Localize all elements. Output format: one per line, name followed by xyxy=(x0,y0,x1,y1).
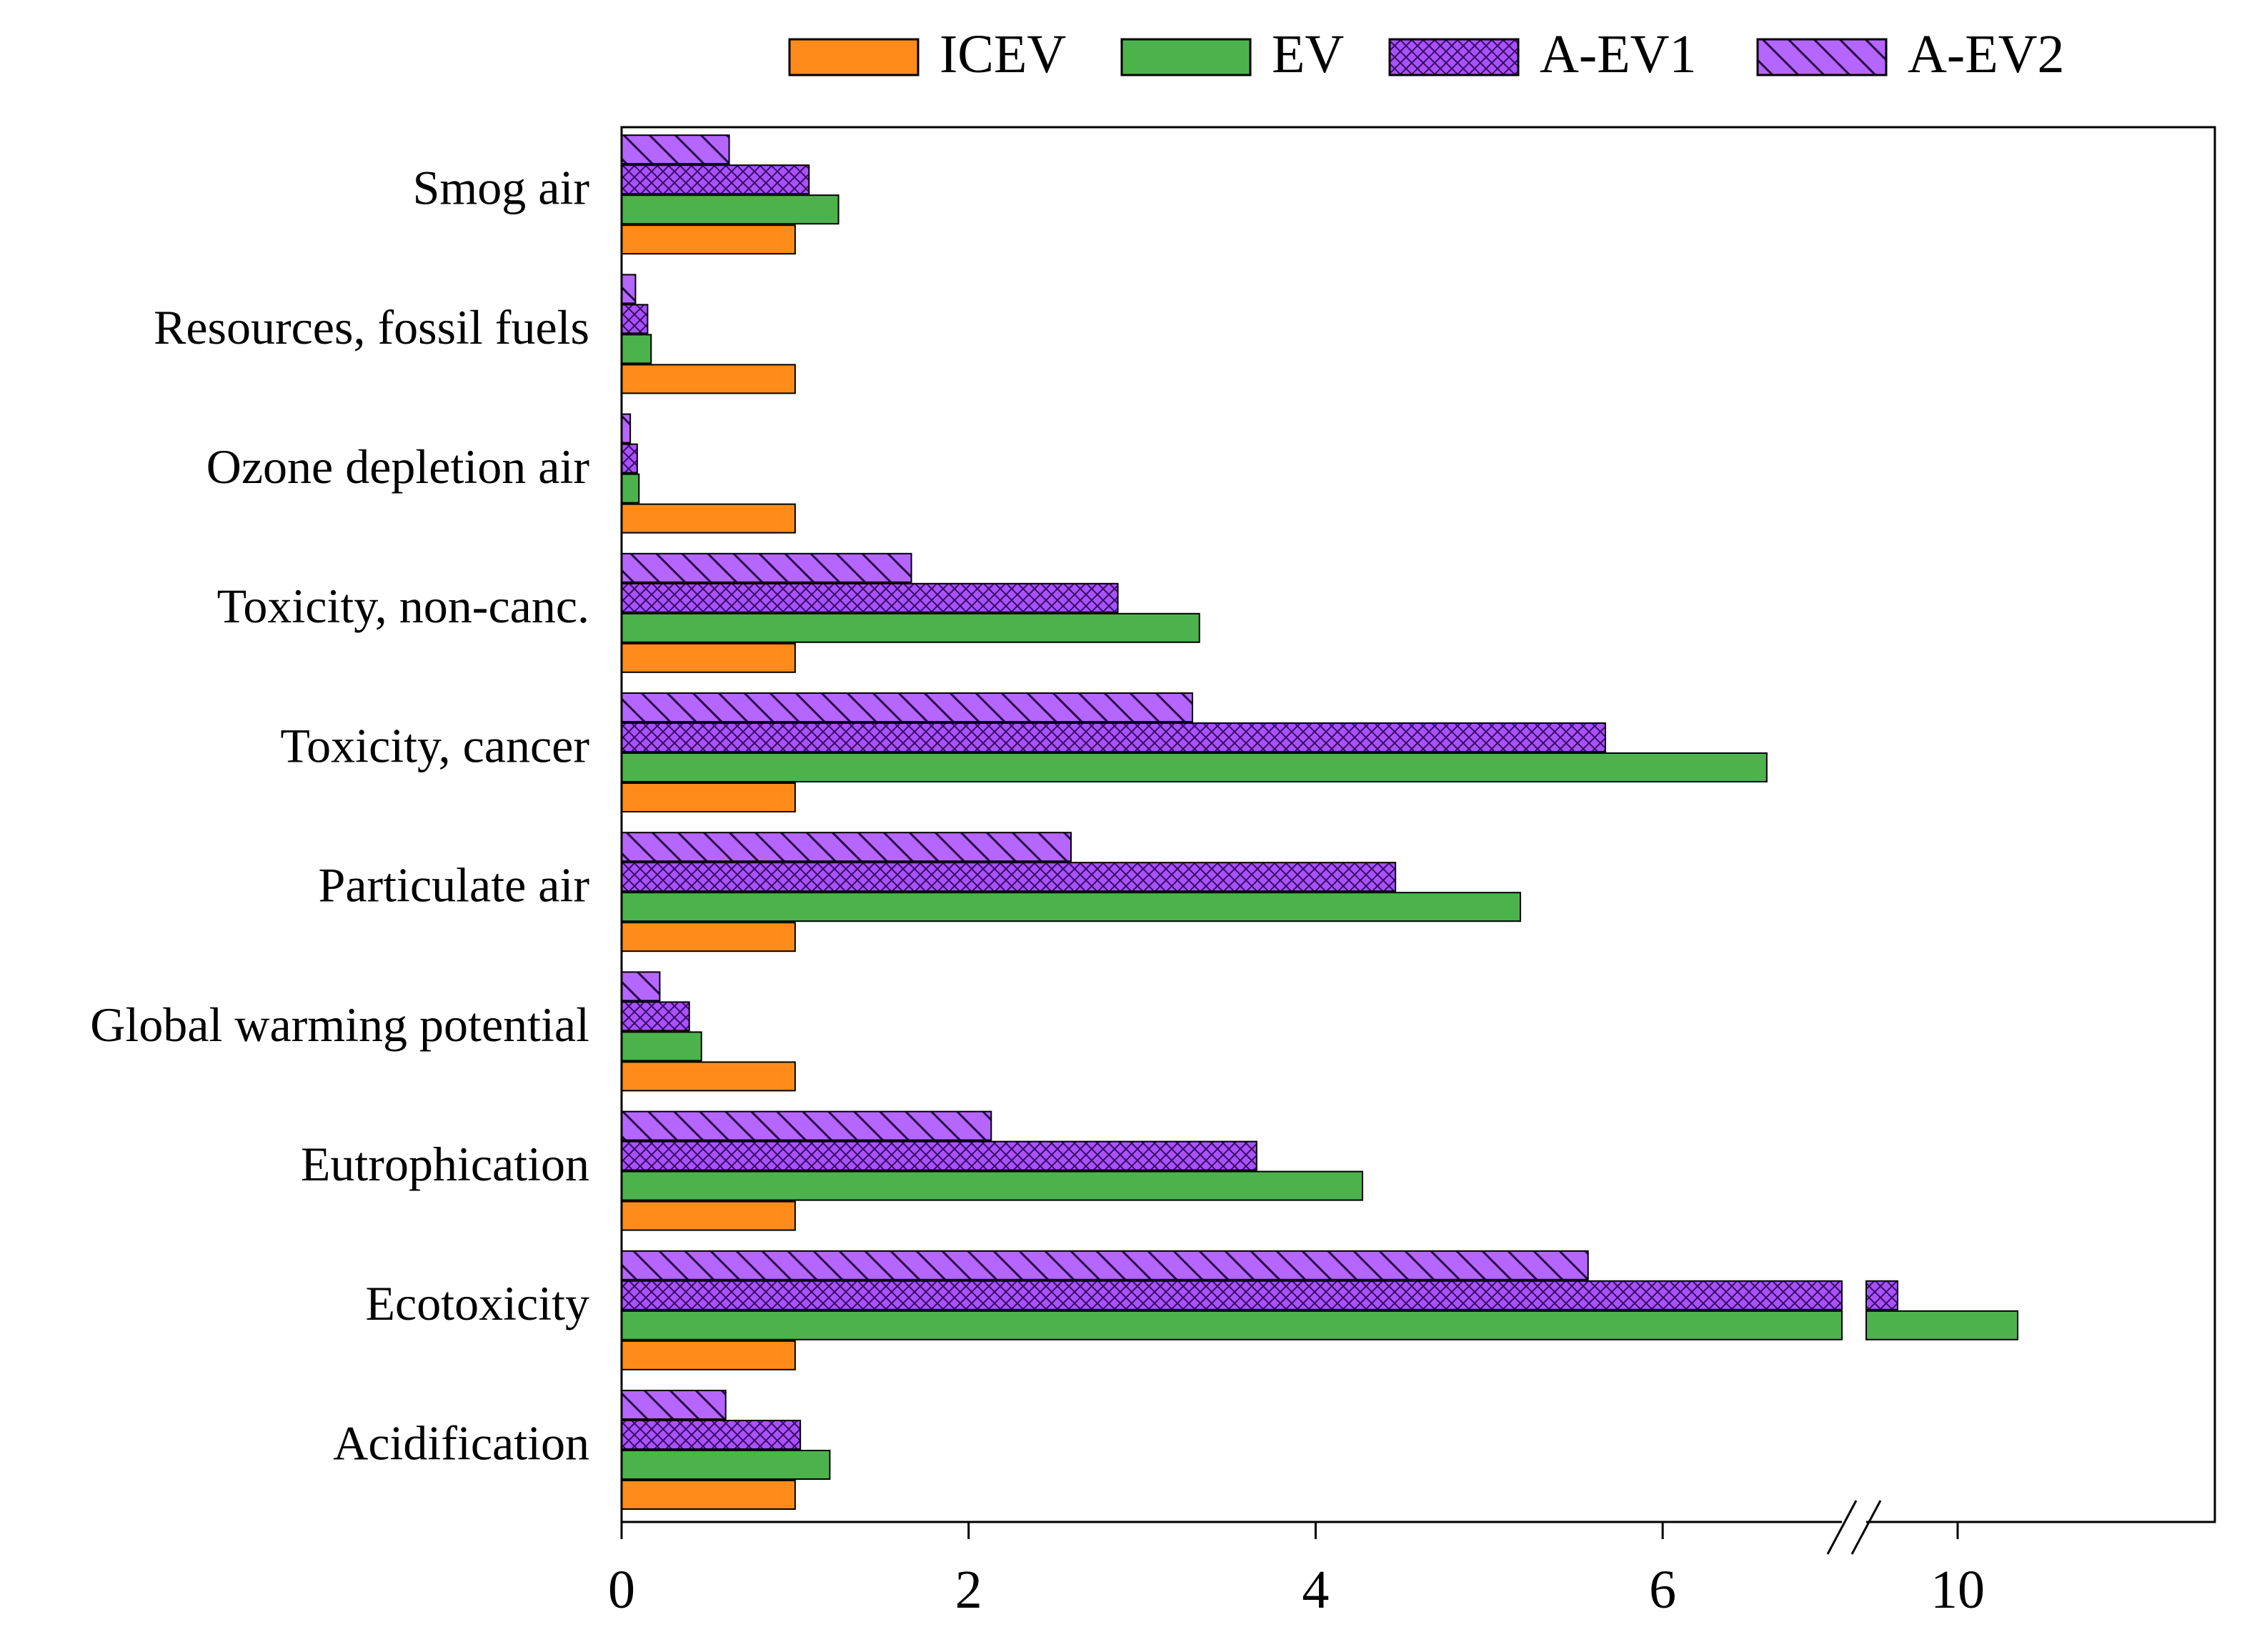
bar-ecotoxicity-a-ev2 xyxy=(621,1250,1589,1280)
category-label-smog-air: Smog air xyxy=(413,161,590,215)
bar-smog-air-a-ev2 xyxy=(621,134,730,165)
bar-resources-fossil-fuels-ev xyxy=(621,334,652,364)
bar-toxicity-cancer-a-ev2 xyxy=(621,692,1193,722)
bar-ecotoxicity-a-ev1-part2 xyxy=(1865,1280,1898,1310)
bar-resources-fossil-fuels-a-ev1 xyxy=(621,304,649,334)
category-label-ozone-depletion-air: Ozone depletion air xyxy=(206,439,590,494)
bar-ozone-depletion-air-a-ev2 xyxy=(621,413,632,444)
bar-smog-air-ev xyxy=(621,194,839,225)
bar-toxicity-cancer-ev xyxy=(621,752,1768,782)
bar-eutrophication-a-ev1 xyxy=(621,1140,1257,1171)
legend-swatch-a-ev2 xyxy=(1756,38,1888,76)
legend-swatch-ev xyxy=(1120,38,1252,76)
legend-label-a-ev2: A-EV2 xyxy=(1908,24,2065,84)
category-label-particulate-air: Particulate air xyxy=(319,858,590,912)
bar-global-warming-potential-ev xyxy=(621,1031,702,1062)
bar-eutrophication-icev xyxy=(621,1200,796,1231)
category-label-toxicity-non-canc: Toxicity, non-canc. xyxy=(217,579,589,633)
bar-particulate-air-icev xyxy=(621,922,796,952)
legend-label-a-ev1: A-EV1 xyxy=(1540,24,1697,84)
legend-label-icev: ICEV xyxy=(940,24,1066,84)
plot-border xyxy=(620,126,2216,1523)
bar-ozone-depletion-air-icev xyxy=(621,503,796,534)
bar-eutrophication-a-ev2 xyxy=(621,1110,992,1141)
bar-acidification-ev xyxy=(621,1450,831,1480)
axis-break-marker xyxy=(1826,1500,1882,1555)
x-tick-label-0: 0 xyxy=(608,1560,635,1620)
bar-ecotoxicity-a-ev1 xyxy=(621,1280,1898,1310)
x-tick-label-4: 4 xyxy=(1302,1560,1329,1620)
bar-global-warming-potential-a-ev1 xyxy=(621,1001,690,1032)
bar-smog-air-a-ev1 xyxy=(621,164,810,195)
bar-resources-fossil-fuels-icev xyxy=(621,364,796,394)
category-labels: Acidification Ecotoxicity Eutrophication Gl… xyxy=(90,161,589,1471)
x-tick-label-6: 6 xyxy=(1649,1560,1676,1620)
bar-ecotoxicity-a-ev1-part1 xyxy=(621,1280,1843,1310)
bar-global-warming-potential-icev xyxy=(621,1061,796,1092)
bar-ozone-depletion-air-a-ev1 xyxy=(621,443,638,474)
x-tick-label-2: 2 xyxy=(955,1560,982,1620)
bar-ecotoxicity-ev-part2 xyxy=(1865,1310,2018,1340)
category-label-ecotoxicity: Ecotoxicity xyxy=(366,1276,589,1330)
bars xyxy=(621,134,2018,1510)
bar-global-warming-potential-a-ev2 xyxy=(621,971,661,1002)
bar-acidification-icev xyxy=(621,1480,796,1510)
legend-label-ev: EV xyxy=(1272,24,1344,84)
axis-break-slash-2 xyxy=(1850,1500,1882,1555)
bar-toxicity-cancer-icev xyxy=(621,782,796,812)
bar-ecotoxicity-icev xyxy=(621,1340,796,1370)
bar-particulate-air-a-ev1 xyxy=(621,862,1397,892)
bar-acidification-a-ev1 xyxy=(621,1420,802,1450)
bar-resources-fossil-fuels-a-ev2 xyxy=(621,274,637,304)
legend: ICEV EV A-EV1 A-EV2 xyxy=(788,24,2065,84)
category-label-global-warming-potential: Global warming potential xyxy=(90,997,589,1052)
bar-toxicity-non-canc-icev xyxy=(621,642,796,673)
category-label-toxicity-cancer: Toxicity, cancer xyxy=(280,718,589,772)
bar-smog-air-icev xyxy=(621,224,796,255)
bar-toxicity-non-canc-a-ev2 xyxy=(621,552,912,583)
category-label-resources-fossil-fuels: Resources, fossil fuels xyxy=(154,300,589,354)
legend-swatch-icev xyxy=(788,38,920,76)
bar-ozone-depletion-air-ev xyxy=(621,473,640,504)
bar-particulate-air-ev xyxy=(621,892,1521,922)
bar-ecotoxicity-ev xyxy=(621,1310,2018,1340)
bar-toxicity-non-canc-ev xyxy=(621,612,1200,643)
bar-particulate-air-a-ev2 xyxy=(621,832,1072,862)
bar-acidification-a-ev2 xyxy=(621,1390,727,1420)
bar-toxicity-cancer-a-ev1 xyxy=(621,722,1606,752)
axis-break-slash-1 xyxy=(1826,1500,1858,1555)
bar-toxicity-non-canc-a-ev1 xyxy=(621,582,1119,613)
plot-frame xyxy=(620,126,2216,1523)
x-tick-label-10: 10 xyxy=(1930,1560,1985,1620)
axis-break-gap xyxy=(1842,1518,1866,1526)
legend-swatch-a-ev1 xyxy=(1388,38,1520,76)
bar-eutrophication-ev xyxy=(621,1170,1363,1201)
bar-ecotoxicity-ev-part1 xyxy=(621,1310,1843,1340)
category-label-acidification: Acidification xyxy=(333,1415,589,1470)
x-axis: 0 2 4 6 10 xyxy=(608,1500,1985,1620)
category-label-eutrophication: Eutrophication xyxy=(301,1137,589,1191)
